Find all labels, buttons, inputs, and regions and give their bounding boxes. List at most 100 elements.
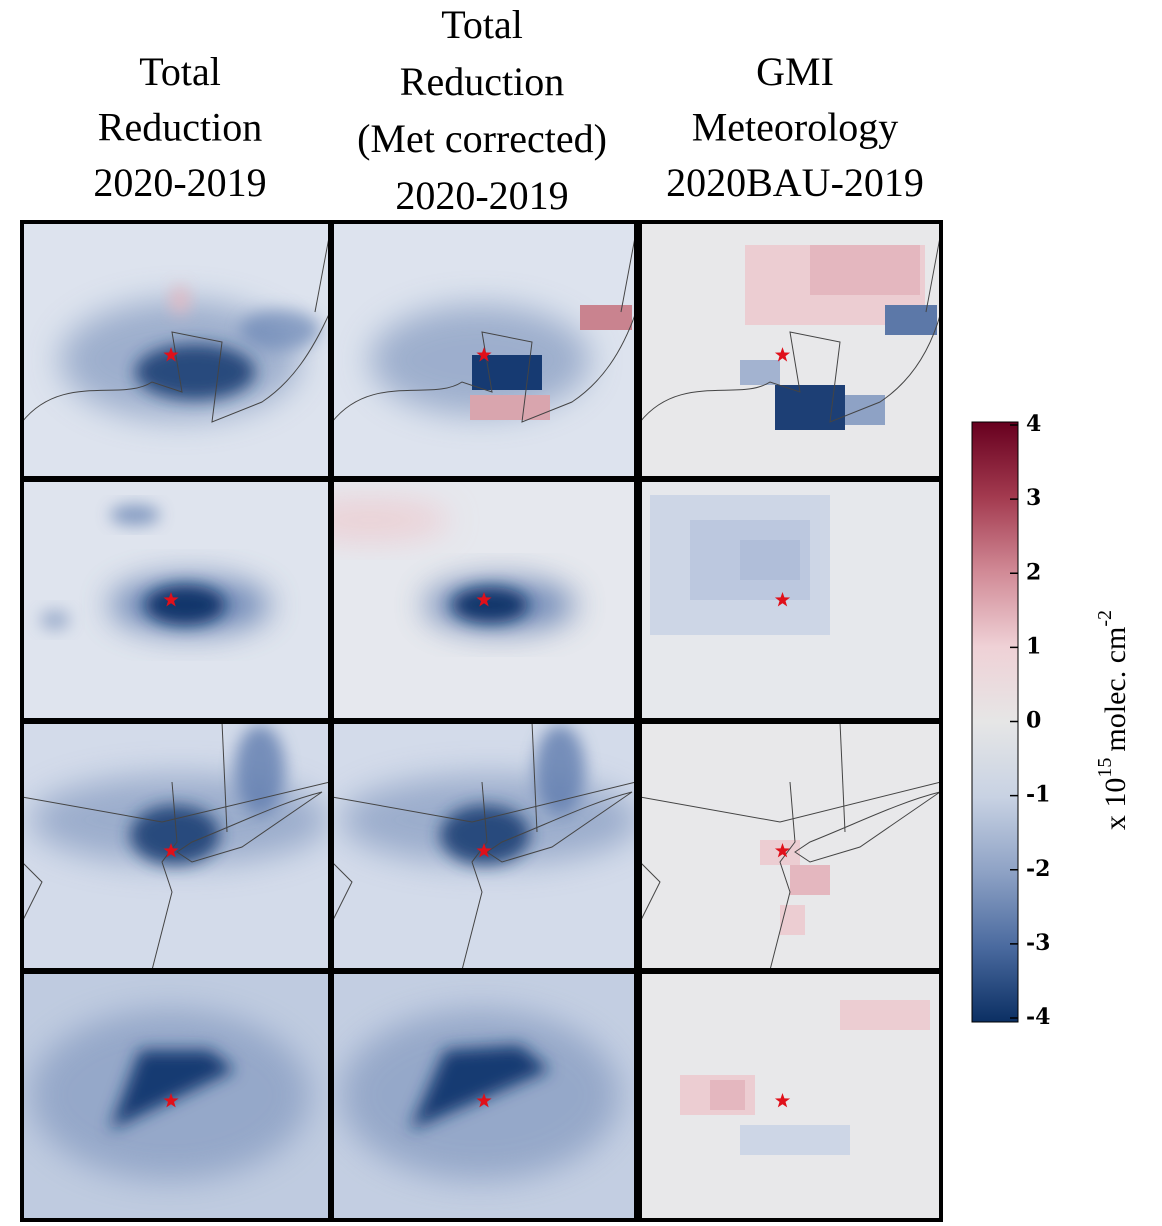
column-title-line: Reduction — [400, 59, 564, 104]
panel-content — [332, 222, 636, 478]
map-panel — [638, 970, 943, 1222]
label-unit: molec. cm — [1099, 627, 1132, 752]
anomaly-blob — [170, 285, 190, 315]
coastline — [640, 861, 661, 923]
label-base: x 10 — [1099, 778, 1132, 831]
coastline — [640, 781, 941, 823]
site-star — [774, 592, 791, 607]
anomaly-blob — [332, 500, 450, 540]
map-panel — [638, 478, 943, 722]
map-panel — [638, 220, 943, 480]
site-star — [163, 592, 179, 607]
grid-cell — [580, 305, 632, 330]
coastline — [332, 311, 636, 423]
grid-cell — [472, 355, 542, 390]
grid-cell — [775, 385, 845, 430]
coastline — [769, 781, 796, 970]
colorbar-tick-label: -2 — [1026, 856, 1050, 882]
colorbar-tick-label: -3 — [1026, 930, 1050, 956]
site-star — [774, 1093, 791, 1108]
site-star — [163, 347, 179, 362]
colorbar-tick-label: 4 — [1026, 411, 1041, 437]
panel-content — [332, 480, 636, 720]
coastline — [461, 781, 488, 970]
panel-content — [332, 722, 636, 970]
map-panel — [20, 478, 332, 722]
panel-content — [332, 972, 636, 1220]
colorbar-tick-label: -1 — [1026, 782, 1050, 808]
site-star — [476, 1093, 492, 1108]
map-panel — [330, 720, 638, 972]
panel-content — [640, 222, 941, 478]
grid-cell — [810, 245, 920, 295]
coastline — [22, 781, 330, 823]
grid-cell — [710, 1080, 745, 1110]
column-title-line: 2020-2019 — [93, 160, 266, 205]
anomaly-blob — [452, 587, 528, 623]
anomaly-blob — [40, 610, 70, 630]
coastline — [314, 231, 330, 313]
colorbar-label: x 1015 molec. cm-2 — [1094, 610, 1132, 830]
site-star — [476, 347, 492, 362]
map-panel — [330, 478, 638, 722]
label-exp: 15 — [1094, 758, 1116, 778]
colorbar-tick-label: 3 — [1026, 485, 1041, 511]
site-star — [163, 843, 179, 858]
grid-cell — [845, 395, 885, 425]
map-panel — [20, 220, 332, 480]
coastline — [486, 791, 633, 863]
grid-cell — [840, 1000, 930, 1030]
panel-content — [640, 972, 941, 1220]
coastline — [640, 311, 941, 423]
panel-content — [22, 480, 330, 720]
grid-cell — [740, 360, 780, 385]
column-title-line: 2020-2019 — [395, 173, 568, 218]
grid-cell — [790, 865, 830, 895]
grid-cell — [780, 905, 805, 935]
coastline — [925, 231, 941, 313]
panel-content — [22, 222, 330, 478]
site-star — [774, 843, 791, 858]
column-headers: Total Reduction 2020-2019 Total Reduction (Me… — [93, 2, 924, 218]
map-panel — [330, 970, 638, 1222]
colorbar-tick-label: 2 — [1026, 559, 1041, 585]
panel-border — [638, 970, 943, 1222]
panel-content — [22, 972, 330, 1220]
site-star — [774, 347, 791, 362]
panel-content — [640, 480, 941, 720]
site-star — [163, 1093, 179, 1108]
map-panel — [20, 720, 332, 972]
anomaly-blob — [240, 310, 320, 350]
column-title-line: Total — [139, 49, 221, 94]
column-title-line: Total — [441, 2, 523, 47]
coastline — [531, 722, 538, 833]
map-panel — [20, 970, 332, 1222]
column-title-line: Meteorology — [692, 105, 899, 150]
coastline — [332, 781, 636, 823]
map-panels — [20, 220, 943, 1222]
coastline — [176, 791, 323, 863]
column-title-line: Reduction — [98, 105, 262, 150]
grid-cell — [740, 1125, 850, 1155]
anomaly-blob — [145, 585, 225, 625]
map-panel — [330, 220, 638, 480]
site-star — [476, 843, 492, 858]
coastline — [22, 861, 43, 923]
grid-cell — [740, 540, 800, 580]
grid-cell — [885, 305, 937, 335]
anomaly-blob — [535, 725, 585, 815]
column-title-line: GMI — [756, 49, 834, 94]
panel-content — [640, 722, 941, 970]
site-star — [476, 592, 492, 607]
anomaly-blob — [110, 1050, 235, 1130]
panel-border — [330, 970, 638, 1222]
panel-content — [22, 722, 330, 970]
grid-cell — [470, 395, 550, 420]
anomaly-blob — [410, 1045, 550, 1130]
label-unit-exp: -2 — [1094, 610, 1116, 627]
coastline — [839, 722, 846, 833]
coastline — [332, 861, 353, 923]
anomaly-blob — [110, 505, 160, 525]
